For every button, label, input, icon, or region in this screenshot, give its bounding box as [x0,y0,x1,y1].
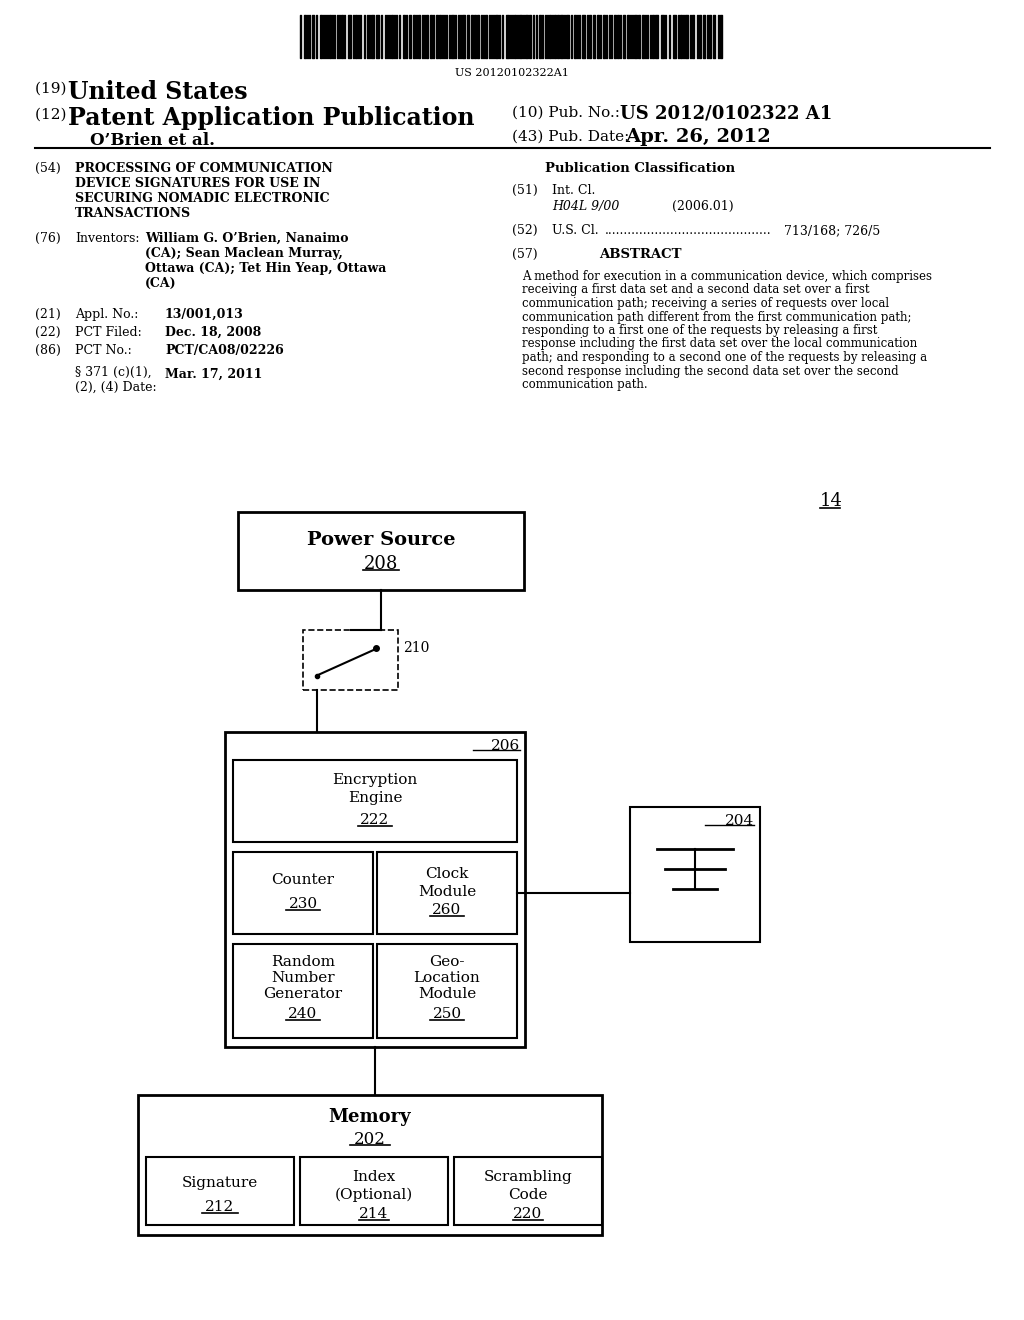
Text: 222: 222 [360,813,389,828]
Bar [377,851,517,935]
Text: 713/168; 726/5: 713/168; 726/5 [784,224,881,238]
Bar [233,944,373,1038]
Text: ABSTRACT: ABSTRACT [599,248,681,261]
Text: Geo-: Geo- [429,954,465,969]
Text: PCT Filed:: PCT Filed: [75,326,141,339]
Text: U.S. Cl.: U.S. Cl. [552,224,599,238]
Bar [454,1158,602,1225]
Text: A method for execution in a communication device, which comprises: A method for execution in a communicatio… [522,271,932,282]
Text: US 20120102322A1: US 20120102322A1 [455,69,569,78]
Text: Dec. 18, 2008: Dec. 18, 2008 [165,326,261,339]
Bar [303,630,398,690]
Text: William G. O’Brien, Nanaimo
(CA); Sean Maclean Murray,
Ottawa (CA); Tet Hin Yeap: William G. O’Brien, Nanaimo (CA); Sean M… [145,232,386,290]
Bar [233,760,517,842]
Text: 260: 260 [432,903,462,917]
Text: Engine: Engine [348,791,402,805]
Text: Inventors:: Inventors: [75,232,139,246]
Text: Patent Application Publication: Patent Application Publication [68,106,474,129]
Bar [377,944,517,1038]
Bar [233,851,373,935]
Text: path; and responding to a second one of the requests by releasing a: path; and responding to a second one of … [522,351,927,364]
Bar [146,1158,294,1225]
Text: (22): (22) [35,326,60,339]
Text: 230: 230 [289,898,317,911]
Text: H04L 9/00: H04L 9/00 [552,201,620,213]
Text: Scrambling: Scrambling [483,1170,572,1184]
Text: O’Brien et al.: O’Brien et al. [90,132,215,149]
Text: 240: 240 [289,1007,317,1020]
Text: Apr. 26, 2012: Apr. 26, 2012 [625,128,771,147]
Text: responding to a first one of the requests by releasing a first: responding to a first one of the request… [522,323,878,337]
Bar [138,1096,602,1236]
Text: US 2012/0102322 A1: US 2012/0102322 A1 [620,104,833,121]
Bar [238,512,524,590]
Text: 14: 14 [820,492,843,510]
Text: Index: Index [352,1170,395,1184]
Text: 250: 250 [432,1007,462,1020]
Text: Memory: Memory [329,1107,412,1126]
Text: Appl. No.:: Appl. No.: [75,308,138,321]
Text: (21): (21) [35,308,60,321]
Text: communication path different from the first communication path;: communication path different from the fi… [522,310,911,323]
Text: Signature: Signature [182,1176,258,1191]
Text: Counter: Counter [271,873,335,887]
Text: communication path.: communication path. [522,378,647,391]
Text: PCT No.:: PCT No.: [75,345,132,356]
Text: (10) Pub. No.:: (10) Pub. No.: [512,106,620,120]
Text: 202: 202 [354,1130,386,1147]
Text: (12): (12) [35,108,72,121]
Text: Code: Code [508,1188,548,1203]
Text: 208: 208 [364,554,398,573]
Text: 212: 212 [206,1200,234,1214]
Text: Number: Number [271,972,335,985]
Text: second response including the second data set over the second: second response including the second dat… [522,364,899,378]
Text: 220: 220 [513,1206,543,1221]
Text: Mar. 17, 2011: Mar. 17, 2011 [165,368,262,381]
Text: (19): (19) [35,82,72,96]
Text: (Optional): (Optional) [335,1188,413,1203]
Text: PCT/CA08/02226: PCT/CA08/02226 [165,345,284,356]
Text: Module: Module [418,884,476,899]
Bar [300,1158,449,1225]
Text: receiving a first data set and a second data set over a first: receiving a first data set and a second … [522,284,869,297]
Text: PROCESSING OF COMMUNICATION
DEVICE SIGNATURES FOR USE IN
SECURING NOMADIC ELECTR: PROCESSING OF COMMUNICATION DEVICE SIGNA… [75,162,333,220]
Text: (57): (57) [512,248,538,261]
Text: Clock: Clock [425,867,469,880]
Text: communication path; receiving a series of requests over local: communication path; receiving a series o… [522,297,889,310]
Bar [630,807,760,942]
Text: (54): (54) [35,162,60,176]
Text: (2006.01): (2006.01) [672,201,733,213]
Text: (86): (86) [35,345,60,356]
Text: Encryption: Encryption [333,774,418,787]
Text: United States: United States [68,81,248,104]
Text: Location: Location [414,972,480,985]
Text: 214: 214 [359,1206,389,1221]
Text: (76): (76) [35,232,60,246]
Text: (52): (52) [512,224,538,238]
Text: Generator: Generator [263,987,343,1001]
Text: (43) Pub. Date:: (43) Pub. Date: [512,129,630,144]
Text: Module: Module [418,987,476,1001]
Text: § 371 (c)(1),
(2), (4) Date:: § 371 (c)(1), (2), (4) Date: [75,366,157,393]
Text: (51): (51) [512,183,538,197]
Text: response including the first data set over the local communication: response including the first data set ov… [522,338,918,351]
Text: Random: Random [271,954,335,969]
Text: Power Source: Power Source [307,531,456,549]
Text: Publication Classification: Publication Classification [545,162,735,176]
Text: 204: 204 [725,814,754,828]
Text: ...........................................: ........................................… [605,224,772,238]
Text: 206: 206 [490,739,520,752]
Text: 13/001,013: 13/001,013 [165,308,244,321]
Text: Int. Cl.: Int. Cl. [552,183,595,197]
Text: 210: 210 [403,642,429,655]
Bar [225,733,525,1047]
